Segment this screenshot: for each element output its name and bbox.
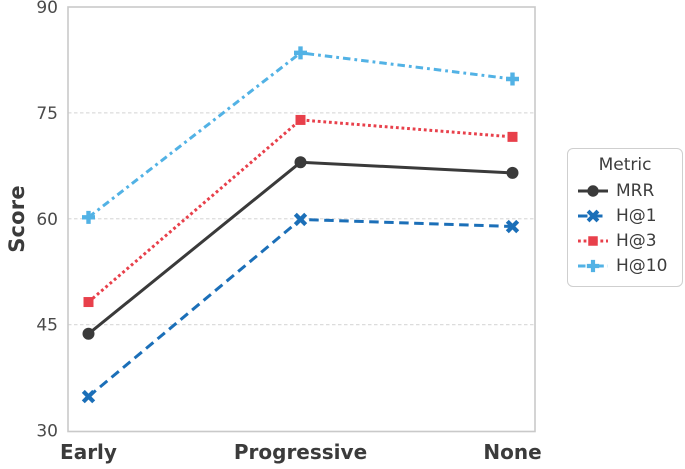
marker-circle: [294, 156, 307, 169]
marker-circle: [82, 327, 95, 340]
legend-entry-h3: H@3: [568, 228, 682, 253]
series-h1: [81, 212, 520, 404]
marker-circle: [506, 166, 519, 179]
legend-entry-label: H@3: [616, 230, 657, 251]
marker-square: [295, 114, 306, 125]
marker-x: [505, 219, 520, 234]
marker-square: [588, 235, 598, 246]
marker-circle: [587, 184, 599, 197]
y-tick-label: 90: [36, 0, 58, 18]
legend-entry-mrr: MRR: [568, 178, 682, 203]
marker-plus: [586, 259, 600, 272]
plot-frame: [67, 6, 536, 433]
legend: Metric MRR H@1 H@3 H@10: [567, 148, 683, 287]
x-category-label: Early: [60, 440, 117, 464]
y-tick-label: 75: [36, 104, 58, 124]
legend-entries: MRR H@1 H@3 H@10: [568, 178, 682, 278]
series-line: [87, 118, 513, 304]
y-tick-label: 60: [36, 210, 58, 230]
legend-entry-label: H@1: [616, 205, 657, 226]
y-tick-label: 45: [36, 316, 58, 336]
series-h10: [82, 46, 519, 224]
marker-plus: [506, 72, 519, 86]
legend-swatch-x-icon: [578, 209, 608, 222]
legend-entry-label: MRR: [616, 180, 655, 201]
series-mrr: [82, 156, 519, 340]
legend-entry-label: H@10: [616, 255, 668, 276]
legend-swatch-circle-icon: [578, 184, 608, 197]
legend-entry-h10: H@10: [568, 253, 682, 278]
series-h3: [83, 114, 518, 308]
marker-x: [81, 389, 96, 404]
x-category-label: Progressive: [234, 440, 367, 464]
legend-title: Metric: [598, 155, 652, 175]
legend-entry-h1: H@1: [568, 203, 682, 228]
y-tick-label: 30: [36, 422, 58, 442]
x-category-label: None: [483, 440, 541, 464]
marker-plus: [294, 46, 307, 60]
marker-plus: [82, 210, 95, 224]
legend-swatch-square-icon: [578, 235, 608, 246]
legend-swatch-plus-icon: [578, 259, 608, 272]
series-line: [87, 51, 513, 219]
marker-x: [586, 209, 600, 222]
marker-square: [83, 297, 94, 308]
series-line: [87, 160, 513, 335]
marker-square: [507, 131, 518, 142]
y-axis-title: Score: [5, 185, 29, 253]
marker-x: [293, 212, 308, 227]
